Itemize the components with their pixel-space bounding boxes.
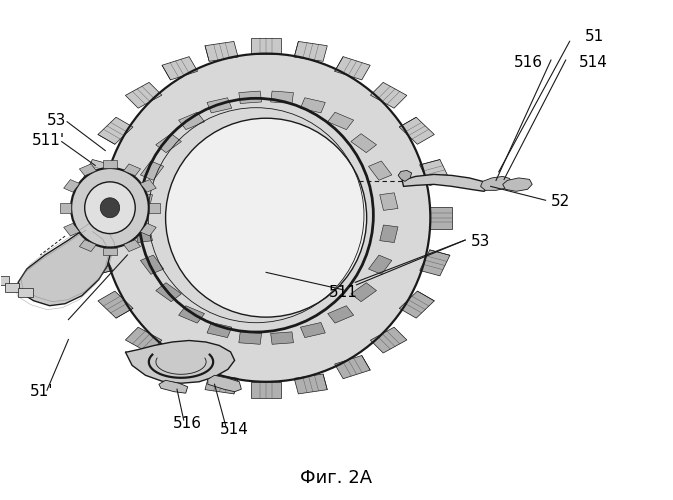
FancyBboxPatch shape: [0, 276, 9, 285]
Polygon shape: [380, 225, 398, 242]
Polygon shape: [61, 203, 71, 212]
Polygon shape: [402, 174, 491, 192]
Polygon shape: [271, 91, 293, 104]
Text: 511': 511': [32, 133, 65, 148]
Text: 516: 516: [514, 54, 543, 70]
Text: 51': 51': [30, 384, 53, 399]
Polygon shape: [98, 117, 133, 144]
Polygon shape: [134, 193, 153, 210]
Polygon shape: [140, 224, 156, 236]
Polygon shape: [159, 380, 188, 393]
Polygon shape: [98, 291, 133, 318]
Ellipse shape: [85, 182, 135, 234]
Polygon shape: [205, 42, 238, 62]
Polygon shape: [252, 382, 281, 398]
Ellipse shape: [71, 168, 149, 248]
Polygon shape: [124, 164, 141, 176]
Polygon shape: [125, 82, 162, 108]
Polygon shape: [155, 282, 182, 302]
Polygon shape: [103, 160, 116, 168]
Polygon shape: [124, 240, 141, 252]
Polygon shape: [380, 193, 398, 210]
Polygon shape: [369, 255, 392, 274]
Polygon shape: [79, 240, 96, 252]
Polygon shape: [207, 98, 232, 113]
Polygon shape: [334, 56, 370, 80]
Polygon shape: [481, 176, 512, 190]
Polygon shape: [141, 255, 164, 274]
Ellipse shape: [100, 198, 120, 218]
Text: Фиг. 2А: Фиг. 2А: [300, 468, 373, 486]
Text: 514: 514: [579, 54, 608, 70]
Text: 53: 53: [47, 113, 67, 128]
Polygon shape: [103, 248, 116, 256]
Polygon shape: [300, 322, 325, 338]
Polygon shape: [102, 54, 430, 382]
Polygon shape: [239, 332, 262, 344]
Polygon shape: [149, 203, 160, 212]
Polygon shape: [370, 327, 407, 353]
Polygon shape: [351, 134, 376, 152]
Polygon shape: [328, 112, 353, 130]
Polygon shape: [134, 225, 153, 242]
Polygon shape: [370, 82, 407, 108]
Text: 511: 511: [329, 285, 357, 300]
Polygon shape: [82, 250, 112, 276]
Polygon shape: [155, 134, 182, 152]
Polygon shape: [399, 117, 434, 144]
Polygon shape: [239, 91, 262, 104]
Polygon shape: [351, 282, 376, 302]
Polygon shape: [369, 161, 392, 180]
FancyBboxPatch shape: [5, 284, 20, 292]
Polygon shape: [207, 322, 232, 338]
Polygon shape: [503, 178, 532, 192]
Polygon shape: [328, 306, 353, 323]
Polygon shape: [271, 332, 293, 344]
Polygon shape: [178, 112, 205, 130]
Text: 516: 516: [173, 416, 202, 430]
Polygon shape: [398, 170, 412, 181]
Polygon shape: [79, 164, 96, 176]
Polygon shape: [294, 42, 327, 62]
Text: 514: 514: [220, 422, 249, 438]
Polygon shape: [64, 180, 79, 192]
Ellipse shape: [166, 118, 367, 317]
Polygon shape: [162, 356, 198, 378]
Polygon shape: [178, 306, 205, 323]
Polygon shape: [125, 340, 235, 384]
Polygon shape: [64, 224, 79, 236]
Polygon shape: [294, 374, 327, 394]
Polygon shape: [141, 161, 164, 180]
Polygon shape: [420, 250, 450, 276]
Text: 52: 52: [551, 194, 570, 209]
Polygon shape: [399, 291, 434, 318]
Polygon shape: [125, 327, 162, 353]
Polygon shape: [81, 206, 102, 229]
Polygon shape: [205, 374, 238, 394]
Polygon shape: [252, 38, 281, 54]
Text: 51: 51: [584, 28, 604, 44]
Polygon shape: [140, 180, 156, 192]
Polygon shape: [162, 56, 198, 80]
Polygon shape: [334, 356, 370, 378]
Polygon shape: [208, 376, 242, 392]
Polygon shape: [420, 160, 450, 186]
Polygon shape: [82, 160, 112, 186]
Polygon shape: [430, 206, 452, 229]
Polygon shape: [300, 98, 325, 113]
FancyBboxPatch shape: [18, 288, 33, 297]
Text: 53: 53: [470, 234, 490, 248]
Polygon shape: [18, 226, 112, 306]
